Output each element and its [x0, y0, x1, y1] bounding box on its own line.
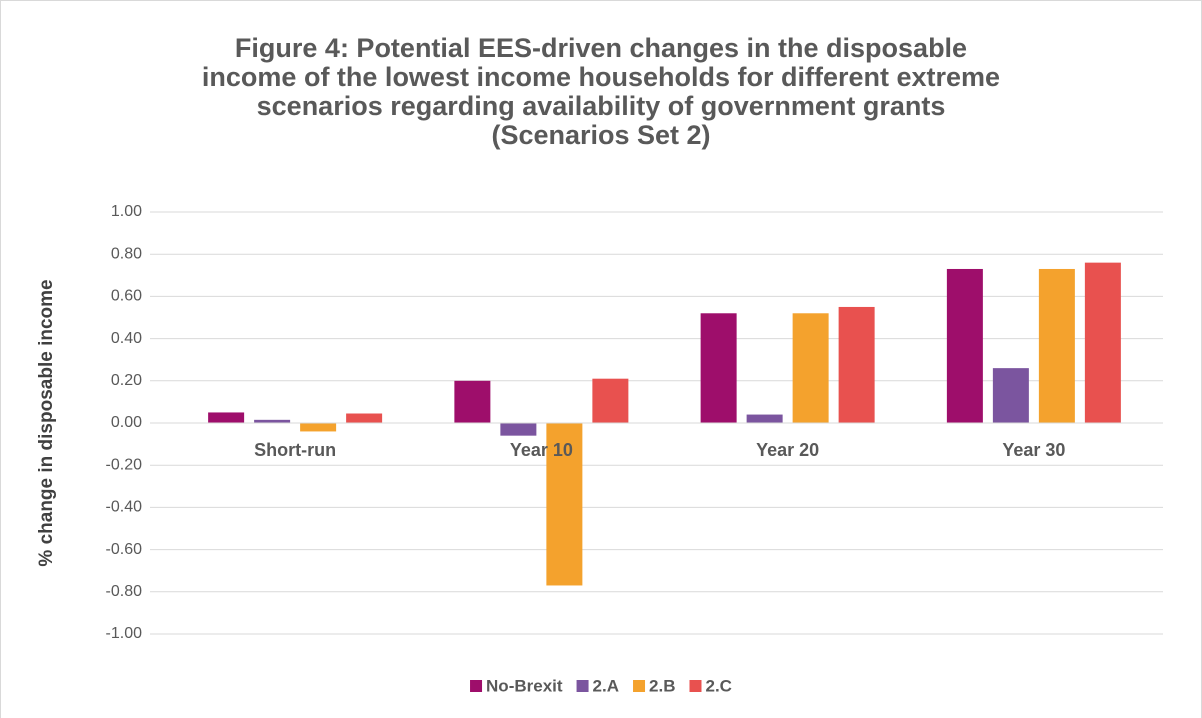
x-tick-label: Short-run — [254, 440, 336, 460]
y-tick-label: -1.00 — [106, 625, 143, 642]
bar — [1038, 268, 1075, 423]
x-tick-label: Year 20 — [756, 440, 819, 460]
bar — [208, 412, 245, 423]
bar — [592, 378, 629, 423]
y-tick-label: -0.20 — [106, 456, 143, 473]
legend-label: 2.C — [705, 676, 731, 695]
bar — [454, 380, 491, 423]
x-tick-label: Year 30 — [1002, 440, 1065, 460]
bar — [746, 414, 783, 423]
chart-title: income of the lowest income households f… — [202, 62, 1000, 92]
legend-swatch — [470, 680, 483, 692]
bar — [546, 423, 583, 586]
y-tick-label: -0.60 — [106, 541, 143, 558]
y-tick-label: 0.20 — [111, 372, 142, 389]
bar — [838, 306, 875, 423]
bar — [992, 368, 1029, 423]
x-tick-label: Year 10 — [510, 440, 573, 460]
y-tick-label: 0.80 — [111, 245, 142, 262]
legend-label: No-Brexit — [486, 676, 563, 695]
y-tick-label: -0.80 — [106, 583, 143, 600]
bar — [254, 419, 291, 423]
bar — [1084, 262, 1121, 423]
legend-label: 2.A — [593, 676, 619, 695]
bar — [700, 313, 737, 423]
bar — [500, 423, 537, 436]
legend-swatch — [633, 680, 646, 692]
legend-swatch — [689, 680, 702, 692]
chart-title: scenarios regarding availability of gove… — [257, 91, 946, 121]
legend-swatch — [576, 680, 589, 692]
y-tick-label: 0.00 — [111, 414, 142, 431]
bar — [300, 423, 337, 432]
y-tick-label: -0.40 — [106, 499, 143, 516]
chart-title: Figure 4: Potential EES-driven changes i… — [235, 33, 967, 63]
bar — [346, 413, 383, 423]
bar — [946, 268, 983, 423]
chart-title: (Scenarios Set 2) — [491, 120, 710, 150]
y-axis-label: % change in disposable income — [36, 279, 57, 566]
y-tick-label: 0.40 — [111, 330, 142, 347]
y-tick-label: 0.60 — [111, 288, 142, 305]
y-tick-label: 1.00 — [111, 203, 142, 220]
bar — [792, 313, 829, 423]
legend-label: 2.B — [649, 676, 675, 695]
